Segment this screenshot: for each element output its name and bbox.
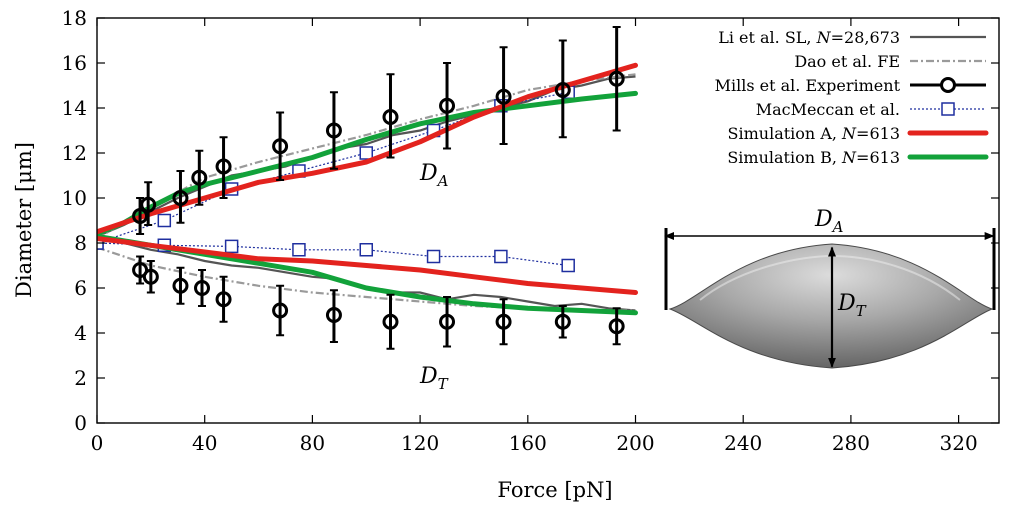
series-marker-square: [157, 213, 172, 228]
legend-label: Simulation A, N=613: [728, 124, 900, 143]
inset-arrows: [664, 232, 995, 368]
y-tick-label: 10: [62, 186, 87, 210]
legend-marker-square: [941, 102, 955, 116]
experiment-point: [215, 291, 232, 308]
series-line-1-0: [97, 73, 636, 240]
experiment-point: [172, 277, 189, 294]
series-line-4-0: [97, 62, 638, 235]
annotation-dt: DT: [419, 364, 449, 393]
x-tick-label: 320: [940, 431, 978, 455]
annotation-da: DA: [419, 161, 449, 190]
y-tick-label: 16: [62, 51, 87, 75]
experiment-point: [495, 313, 512, 330]
series-marker-square: [561, 258, 575, 273]
x-tick-label: 0: [91, 431, 104, 455]
y-tick-label: 2: [74, 366, 87, 390]
experiment-point: [554, 82, 571, 98]
plot-frame: [96, 17, 1000, 424]
y-tick-label: 12: [62, 141, 87, 165]
legend: Li et al. SL, N=28,673 Dao et al. FE Mills…: [715, 28, 989, 167]
y-tick-label: 6: [74, 276, 87, 300]
legend-label: MacMeccan et al.: [756, 100, 900, 119]
y-tick-label: 18: [62, 6, 87, 30]
experiment-point: [215, 158, 232, 175]
experiment-point: [608, 70, 625, 87]
x-tick-label: 80: [300, 431, 325, 455]
x-tick-label: 160: [509, 431, 547, 455]
series-marker-square: [224, 239, 239, 254]
y-tick-label: 0: [74, 411, 87, 435]
series-marker-square: [494, 249, 508, 264]
experiment-point: [272, 138, 289, 155]
experiment-point: [439, 313, 456, 330]
series-marker-square: [359, 243, 374, 257]
experiment-point: [325, 122, 342, 139]
legend-label: Li et al. SL, N=28,673: [718, 28, 900, 47]
experiment-point: [495, 88, 512, 105]
x-tick-label: 200: [616, 431, 654, 455]
series-marker-square: [292, 243, 306, 257]
experiment-point: [439, 97, 456, 114]
x-tick-label: 120: [401, 431, 439, 455]
series-line-4-1: [97, 236, 638, 295]
y-axis-label: Diameter [μm]: [12, 142, 36, 298]
x-tick-label: 280: [832, 431, 870, 455]
experiment-point: [194, 280, 211, 296]
legend-label: Mills et al. Experiment: [715, 76, 901, 95]
series-line-3-1: [97, 242, 569, 267]
legend-marker-circle: [940, 77, 956, 93]
series-marker-square: [426, 249, 441, 264]
experiment-point: [142, 268, 159, 285]
y-tick-label: 8: [74, 231, 87, 255]
experiment-point: [608, 318, 625, 335]
experiment-point: [382, 109, 399, 125]
x-tick-label: 40: [192, 431, 217, 455]
experiment-point: [172, 190, 189, 206]
series-marker-square: [359, 146, 374, 160]
legend-label: Dao et al. FE: [794, 52, 900, 71]
inset-label-dt: DT: [837, 291, 867, 320]
x-tick-label: 240: [724, 431, 762, 455]
y-tick-label: 14: [62, 96, 87, 120]
experiment-point: [132, 208, 149, 224]
series-line-5-0: [97, 90, 638, 237]
y-tick-label: 4: [74, 321, 87, 345]
experiment-point: [382, 313, 399, 330]
experiment-point: [325, 307, 342, 323]
experiment-point: [140, 196, 157, 213]
inset-label-da: DA: [814, 207, 844, 236]
inset-cell-image: [664, 228, 996, 369]
experiment-point: [191, 169, 208, 186]
x-axis-label: Force [pN]: [497, 478, 612, 502]
legend-label: Simulation B, N=613: [727, 148, 900, 167]
experiment-point: [272, 302, 289, 319]
experiment-point: [554, 313, 571, 330]
